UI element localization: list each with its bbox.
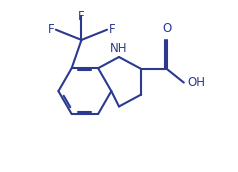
Text: NH: NH [110, 42, 128, 55]
Text: F: F [109, 23, 115, 36]
Text: F: F [48, 23, 54, 36]
Text: F: F [78, 10, 85, 23]
Text: O: O [162, 22, 171, 35]
Text: OH: OH [187, 76, 205, 89]
